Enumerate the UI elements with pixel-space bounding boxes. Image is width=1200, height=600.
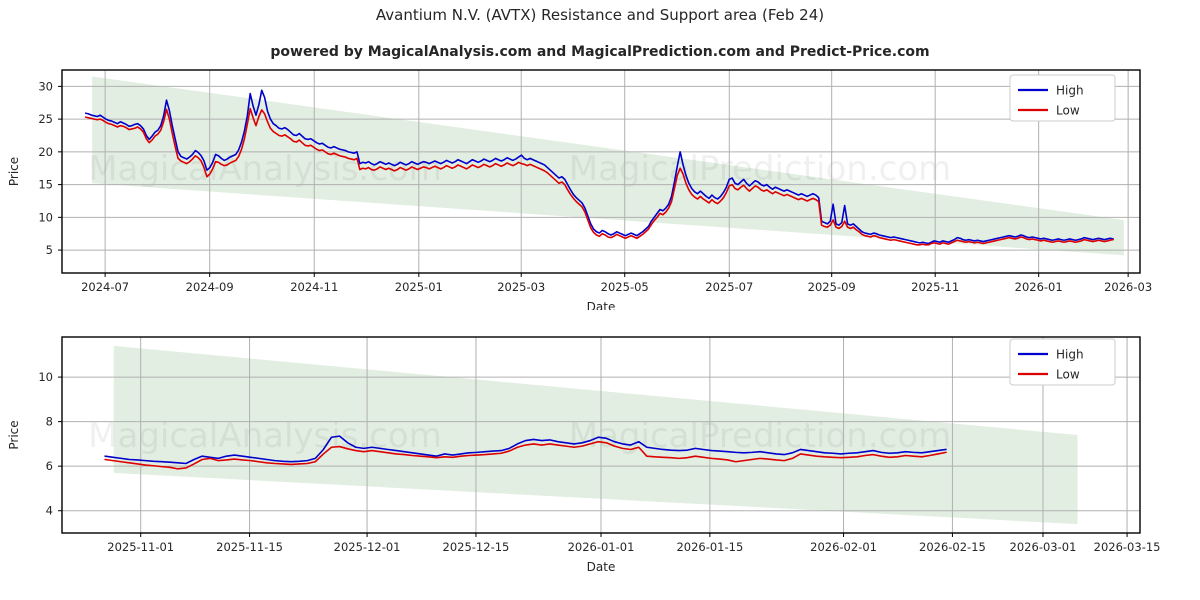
xtick-label-4: 2025-03 [497,280,545,294]
x-axis-label: Date [587,560,616,574]
legend: High Low [1009,74,1116,122]
xtick-label-2: 2024-11 [290,280,338,294]
xtick-label-0: 2025-11-01 [107,540,174,554]
legend-label-high: High [1056,84,1084,98]
xtick-label-1: 2024-09 [186,280,234,294]
ytick-label-1: 6 [46,459,53,473]
xtick-label-7: 2025-09 [808,280,856,294]
page-subtitle: powered by MagicalAnalysis.com and Magic… [270,44,930,60]
plot-frame [61,69,1141,274]
ytick-label-5: 30 [38,79,53,93]
legend-label-low: Low [1056,104,1080,118]
page-title: Avantium N.V. (AVTX) Resistance and Supp… [375,6,825,24]
xtick-label-9: 2026-01 [1015,280,1063,294]
overview-chart-panel: MagicalAnalysis.com MagicalPrediction.com… [0,60,1200,310]
xtick-label-7: 2026-02-15 [919,540,986,554]
xtick-label-5: 2026-01-15 [676,540,743,554]
series-line-low [84,107,1114,246]
support-resistance-band [113,345,1078,525]
ytick-label-3: 10 [38,370,53,384]
xtick-label-10: 2026-03 [1104,280,1152,294]
ytick-label-3: 20 [38,145,53,159]
ytick-label-4: 25 [38,112,53,126]
xtick-label-5: 2025-05 [601,280,649,294]
xtick-label-0: 2024-07 [81,280,129,294]
plot-frame [61,336,1141,534]
support-resistance-band [92,76,1124,256]
y-axis-label: Price [7,157,21,186]
series-line-high [104,435,947,465]
ytick-label-0: 5 [46,243,53,257]
series-line-low [104,440,947,470]
y-axis-label: Price [7,420,21,449]
xtick-label-1: 2025-11-15 [216,540,283,554]
xtick-label-4: 2026-01-01 [568,540,635,554]
ytick-label-2: 15 [38,178,53,192]
series-line-high [84,89,1114,245]
xtick-label-8: 2026-03-01 [1010,540,1077,554]
xtick-label-6: 2025-07 [705,280,753,294]
xtick-label-9: 2026-03-15 [1094,540,1161,554]
legend-label-high: High [1056,348,1084,362]
watermark-2: MagicalPrediction.com [569,149,952,189]
xtick-label-3: 2025-01 [395,280,443,294]
detail-chart-panel: MagicalAnalysis.com MagicalPrediction.com… [0,325,1200,600]
ytick-label-2: 8 [46,415,53,429]
xtick-label-6: 2026-02-01 [810,540,877,554]
legend-label-low: Low [1056,368,1080,382]
ytick-label-1: 10 [38,210,53,224]
legend: High Low [1009,338,1116,386]
overview-chart-svg: MagicalAnalysis.com MagicalPrediction.com… [7,69,1152,310]
x-axis-label: Date [587,300,616,310]
xtick-label-2: 2025-12-01 [334,540,401,554]
detail-chart-svg: MagicalAnalysis.com MagicalPrediction.com… [7,336,1161,574]
xtick-label-8: 2025-11 [911,280,959,294]
ytick-label-0: 4 [46,504,53,518]
xtick-label-3: 2025-12-15 [443,540,510,554]
